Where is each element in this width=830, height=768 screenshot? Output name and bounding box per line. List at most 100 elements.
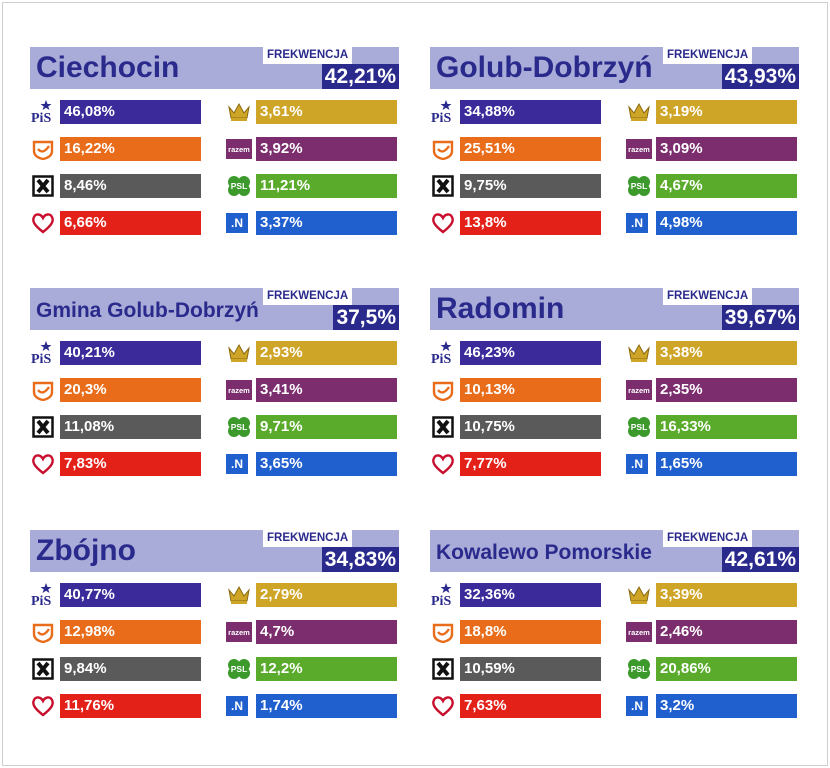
result-value: 3,2% (660, 697, 695, 714)
result-value: 1,74% (260, 697, 303, 714)
svg-text:PiS: PiS (31, 111, 51, 125)
result-value: 40,77% (64, 586, 115, 603)
result-value: 4,67% (660, 177, 703, 194)
korwin-crown-icon (626, 341, 652, 365)
result-bar: 9,84% (60, 657, 201, 681)
psl-clover-icon: PSL (626, 657, 652, 681)
result-value: 6,66% (64, 214, 107, 231)
result-bar: 11,21% (256, 174, 397, 198)
result-value: 3,37% (260, 214, 303, 231)
panel-header: Radomin FREKWENCJA 39,67% (430, 288, 799, 330)
party-row: 9,75% (430, 174, 605, 198)
result-value: 46,08% (64, 103, 115, 120)
result-value: 25,51% (464, 140, 515, 157)
party-row: 9,84% (30, 657, 205, 681)
party-row: razem 2,46% (626, 620, 801, 644)
party-row: 8,46% (30, 174, 205, 198)
korwin-crown-icon (626, 100, 652, 124)
pis-logo-icon: PiS (430, 341, 456, 366)
turnout-value: 34,83% (321, 547, 399, 572)
party-row: razem 3,41% (226, 378, 401, 402)
result-value: 3,61% (260, 103, 303, 120)
result-bar: 11,76% (60, 694, 201, 718)
nowoczesna-logo-text: .N (226, 696, 248, 716)
party-row: 20,3% (30, 378, 205, 402)
party-row: PSL 4,67% (626, 174, 801, 198)
result-bar: 46,23% (460, 341, 601, 365)
result-bar: 3,61% (256, 100, 397, 124)
result-value: 3,09% (660, 140, 703, 157)
result-bar: 40,77% (60, 583, 201, 607)
panel-header: Golub-Dobrzyń FREKWENCJA 43,93% (430, 47, 799, 89)
nowoczesna-logo-icon: .N (226, 452, 252, 476)
turnout-value: 42,61% (721, 547, 799, 572)
result-bar: 11,08% (60, 415, 201, 439)
result-value: 2,35% (660, 381, 703, 398)
party-row: razem 3,92% (226, 137, 401, 161)
result-value: 40,21% (64, 344, 115, 361)
result-bar: 12,98% (60, 620, 201, 644)
sld-heart-icon (430, 211, 456, 235)
party-row: 2,93% (226, 341, 401, 365)
party-row: 18,8% (430, 620, 605, 644)
party-row: .N 1,65% (626, 452, 801, 476)
pis-logo-icon: PiS (30, 341, 56, 366)
party-row: 3,38% (626, 341, 801, 365)
party-row: PiS 40,77% (30, 583, 205, 608)
result-value: 7,63% (464, 697, 507, 714)
result-bar: 13,8% (460, 211, 601, 235)
psl-clover-icon: PSL (626, 415, 652, 439)
party-row: PSL 16,33% (626, 415, 801, 439)
result-value: 3,41% (260, 381, 303, 398)
district-title: Gmina Golub-Dobrzyń (36, 299, 259, 322)
result-bar: 4,7% (256, 620, 397, 644)
turnout-label: FREKWENCJA (663, 530, 753, 547)
result-value: 12,2% (260, 660, 303, 677)
district-title: Zbójno (36, 534, 136, 567)
pis-logo-icon: PiS (430, 583, 456, 608)
po-logo-icon (30, 137, 56, 161)
nowoczesna-logo-icon: .N (226, 211, 252, 235)
kukiz-x-icon (430, 415, 456, 439)
party-row: razem 3,09% (626, 137, 801, 161)
party-row: 3,39% (626, 583, 801, 607)
district-panel: Zbójno FREKWENCJA 34,83% PiS 40,77% 12,98% 9,8… (30, 518, 402, 718)
nowoczesna-logo-icon: .N (626, 211, 652, 235)
district-panel: Kowalewo Pomorskie FREKWENCJA 42,61% PiS 32,… (430, 518, 802, 718)
panel-header: Ciechocin FREKWENCJA 42,21% (30, 47, 399, 89)
result-value: 2,46% (660, 623, 703, 640)
korwin-crown-icon (226, 583, 252, 607)
result-bar: 2,79% (256, 583, 397, 607)
turnout-label: FREKWENCJA (263, 288, 353, 305)
district-title: Golub-Dobrzyń (436, 51, 653, 84)
svg-text:PSL: PSL (231, 422, 248, 432)
party-row: 10,59% (430, 657, 605, 681)
result-bar: 16,22% (60, 137, 201, 161)
result-bar: 3,41% (256, 378, 397, 402)
result-bar: 3,38% (656, 341, 797, 365)
party-row: .N 4,98% (626, 211, 801, 235)
result-value: 3,38% (660, 344, 703, 361)
result-value: 20,3% (64, 381, 107, 398)
razem-logo-text: razem (226, 139, 252, 159)
party-row: PiS 34,88% (430, 100, 605, 125)
nowoczesna-logo-text: .N (626, 454, 648, 474)
result-bar: 16,33% (656, 415, 797, 439)
result-bar: 9,71% (256, 415, 397, 439)
result-bar: 1,74% (256, 694, 397, 718)
result-value: 16,22% (64, 140, 115, 157)
result-bar: 10,75% (460, 415, 601, 439)
party-row: 7,83% (30, 452, 205, 476)
razem-logo-icon: razem (626, 378, 652, 402)
party-row: .N 3,65% (226, 452, 401, 476)
result-bar: 7,83% (60, 452, 201, 476)
razem-logo-icon: razem (226, 620, 252, 644)
result-value: 32,36% (464, 586, 515, 603)
razem-logo-icon: razem (226, 137, 252, 161)
district-title: Radomin (436, 292, 565, 325)
svg-text:PiS: PiS (431, 594, 451, 608)
party-row: 25,51% (430, 137, 605, 161)
result-bar: 8,46% (60, 174, 201, 198)
party-row: .N 3,2% (626, 694, 801, 718)
